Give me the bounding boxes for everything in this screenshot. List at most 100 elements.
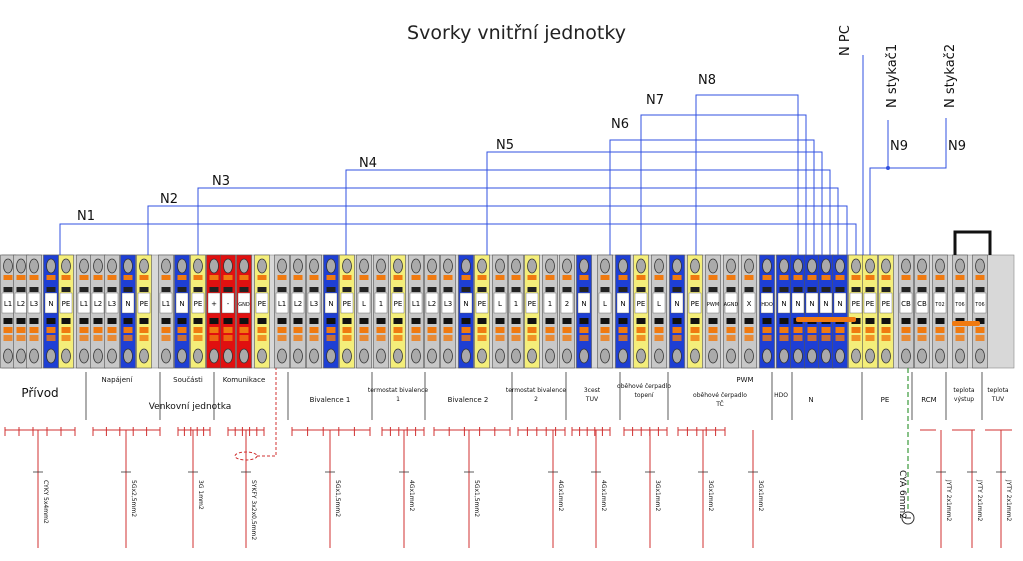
screw-icon [562,348,572,364]
orange-tab [107,327,117,333]
cable-label: 3Gx1mm2 [654,480,661,512]
black-tab [277,287,287,292]
orange-tab [851,335,861,341]
screw-icon [209,348,219,364]
orange-tab [672,275,682,280]
neutral-label: N stykač2 [943,44,958,108]
black-tab [807,287,817,292]
screw-icon [477,258,487,274]
terminal-label: N [48,300,53,308]
terminal-14 [220,254,236,369]
black-tab [411,287,421,292]
black-tab [46,318,56,324]
n-bridge [796,317,856,322]
screw-icon [326,348,336,364]
label-box [543,292,557,314]
orange-tab [393,327,403,333]
screw-icon [690,258,700,274]
neutral-label: N3 [212,174,230,189]
cable-label: JYTY 2x1mm2 [1005,479,1012,522]
black-tab [427,287,437,292]
cable-label: CYA 6mm2 [897,470,907,519]
orange-tab [61,275,71,280]
orange-tab [342,335,352,341]
cable-label: 4Gx1mm2 [600,480,607,512]
black-tab [511,287,521,292]
screw-icon [793,348,803,364]
screw-icon [726,348,736,364]
label-box [374,292,388,314]
orange-tab [708,335,718,341]
screw-icon [807,258,817,274]
orange-tab [865,327,875,333]
black-tab [239,287,249,292]
label-box [459,292,473,314]
screw-icon [477,348,487,364]
n9-wire [888,118,947,169]
label-box [634,292,648,314]
orange-tab [193,275,203,280]
terminal-7 [104,254,120,369]
terminal-54 [898,254,914,369]
terminal-27 [440,254,456,369]
orange-tab [690,275,700,280]
label-box [237,292,251,314]
cable-label: 5Gx1,5mm2 [473,480,480,517]
terminal-37 [615,254,631,369]
orange-tab [579,335,589,341]
neutral-label: N5 [496,138,514,153]
terminal-20 [323,254,339,369]
neutral-wire [640,114,807,255]
orange-tab [193,327,203,333]
group-label-line2: TUV [991,396,1005,403]
screw-icon [61,258,71,274]
black-tab [901,318,911,324]
label-box [357,292,371,314]
terminal-label: L [603,300,607,308]
label-box [307,292,321,314]
screw-icon [527,258,537,274]
black-tab [935,318,945,324]
black-tab [29,287,39,292]
screw-icon [239,258,249,274]
terminal-label: L [657,300,661,308]
label-box [863,292,877,314]
orange-tab [293,335,303,341]
label-box [207,292,221,314]
group-label: teplota [987,387,1009,394]
terminal-46 [776,254,792,369]
terminal-8 [120,254,136,369]
label-box [409,292,423,314]
black-tab [239,318,249,324]
terminal-label: PE [866,300,875,308]
screw-icon [744,258,754,274]
screw-icon [177,348,187,364]
orange-tab [917,275,927,280]
terminal-39 [651,254,667,369]
terminal-label: 1 [514,300,518,308]
orange-tab [881,327,891,333]
t-bridge [952,321,980,326]
neutral-label: N PC [838,25,853,56]
cable-label: 3Gx1mm2 [707,480,714,512]
orange-tab [93,335,103,341]
screw-icon [29,348,39,364]
screw-icon [139,348,149,364]
terminal-22 [356,254,372,369]
label-box [340,292,354,314]
group-label: PE [881,396,890,404]
orange-tab [107,275,117,280]
black-tab [16,287,26,292]
black-tab [177,318,187,324]
terminal-label: PE [394,300,403,308]
terminal-33 [542,254,558,369]
group-label: Bivalence 1 [310,396,351,404]
neutral-wire [695,94,799,255]
orange-tab [793,335,803,341]
orange-tab [779,327,789,333]
black-tab [393,287,403,292]
orange-tab [955,327,965,333]
orange-tab [309,327,319,333]
black-tab [975,318,985,324]
black-tab [16,318,26,324]
